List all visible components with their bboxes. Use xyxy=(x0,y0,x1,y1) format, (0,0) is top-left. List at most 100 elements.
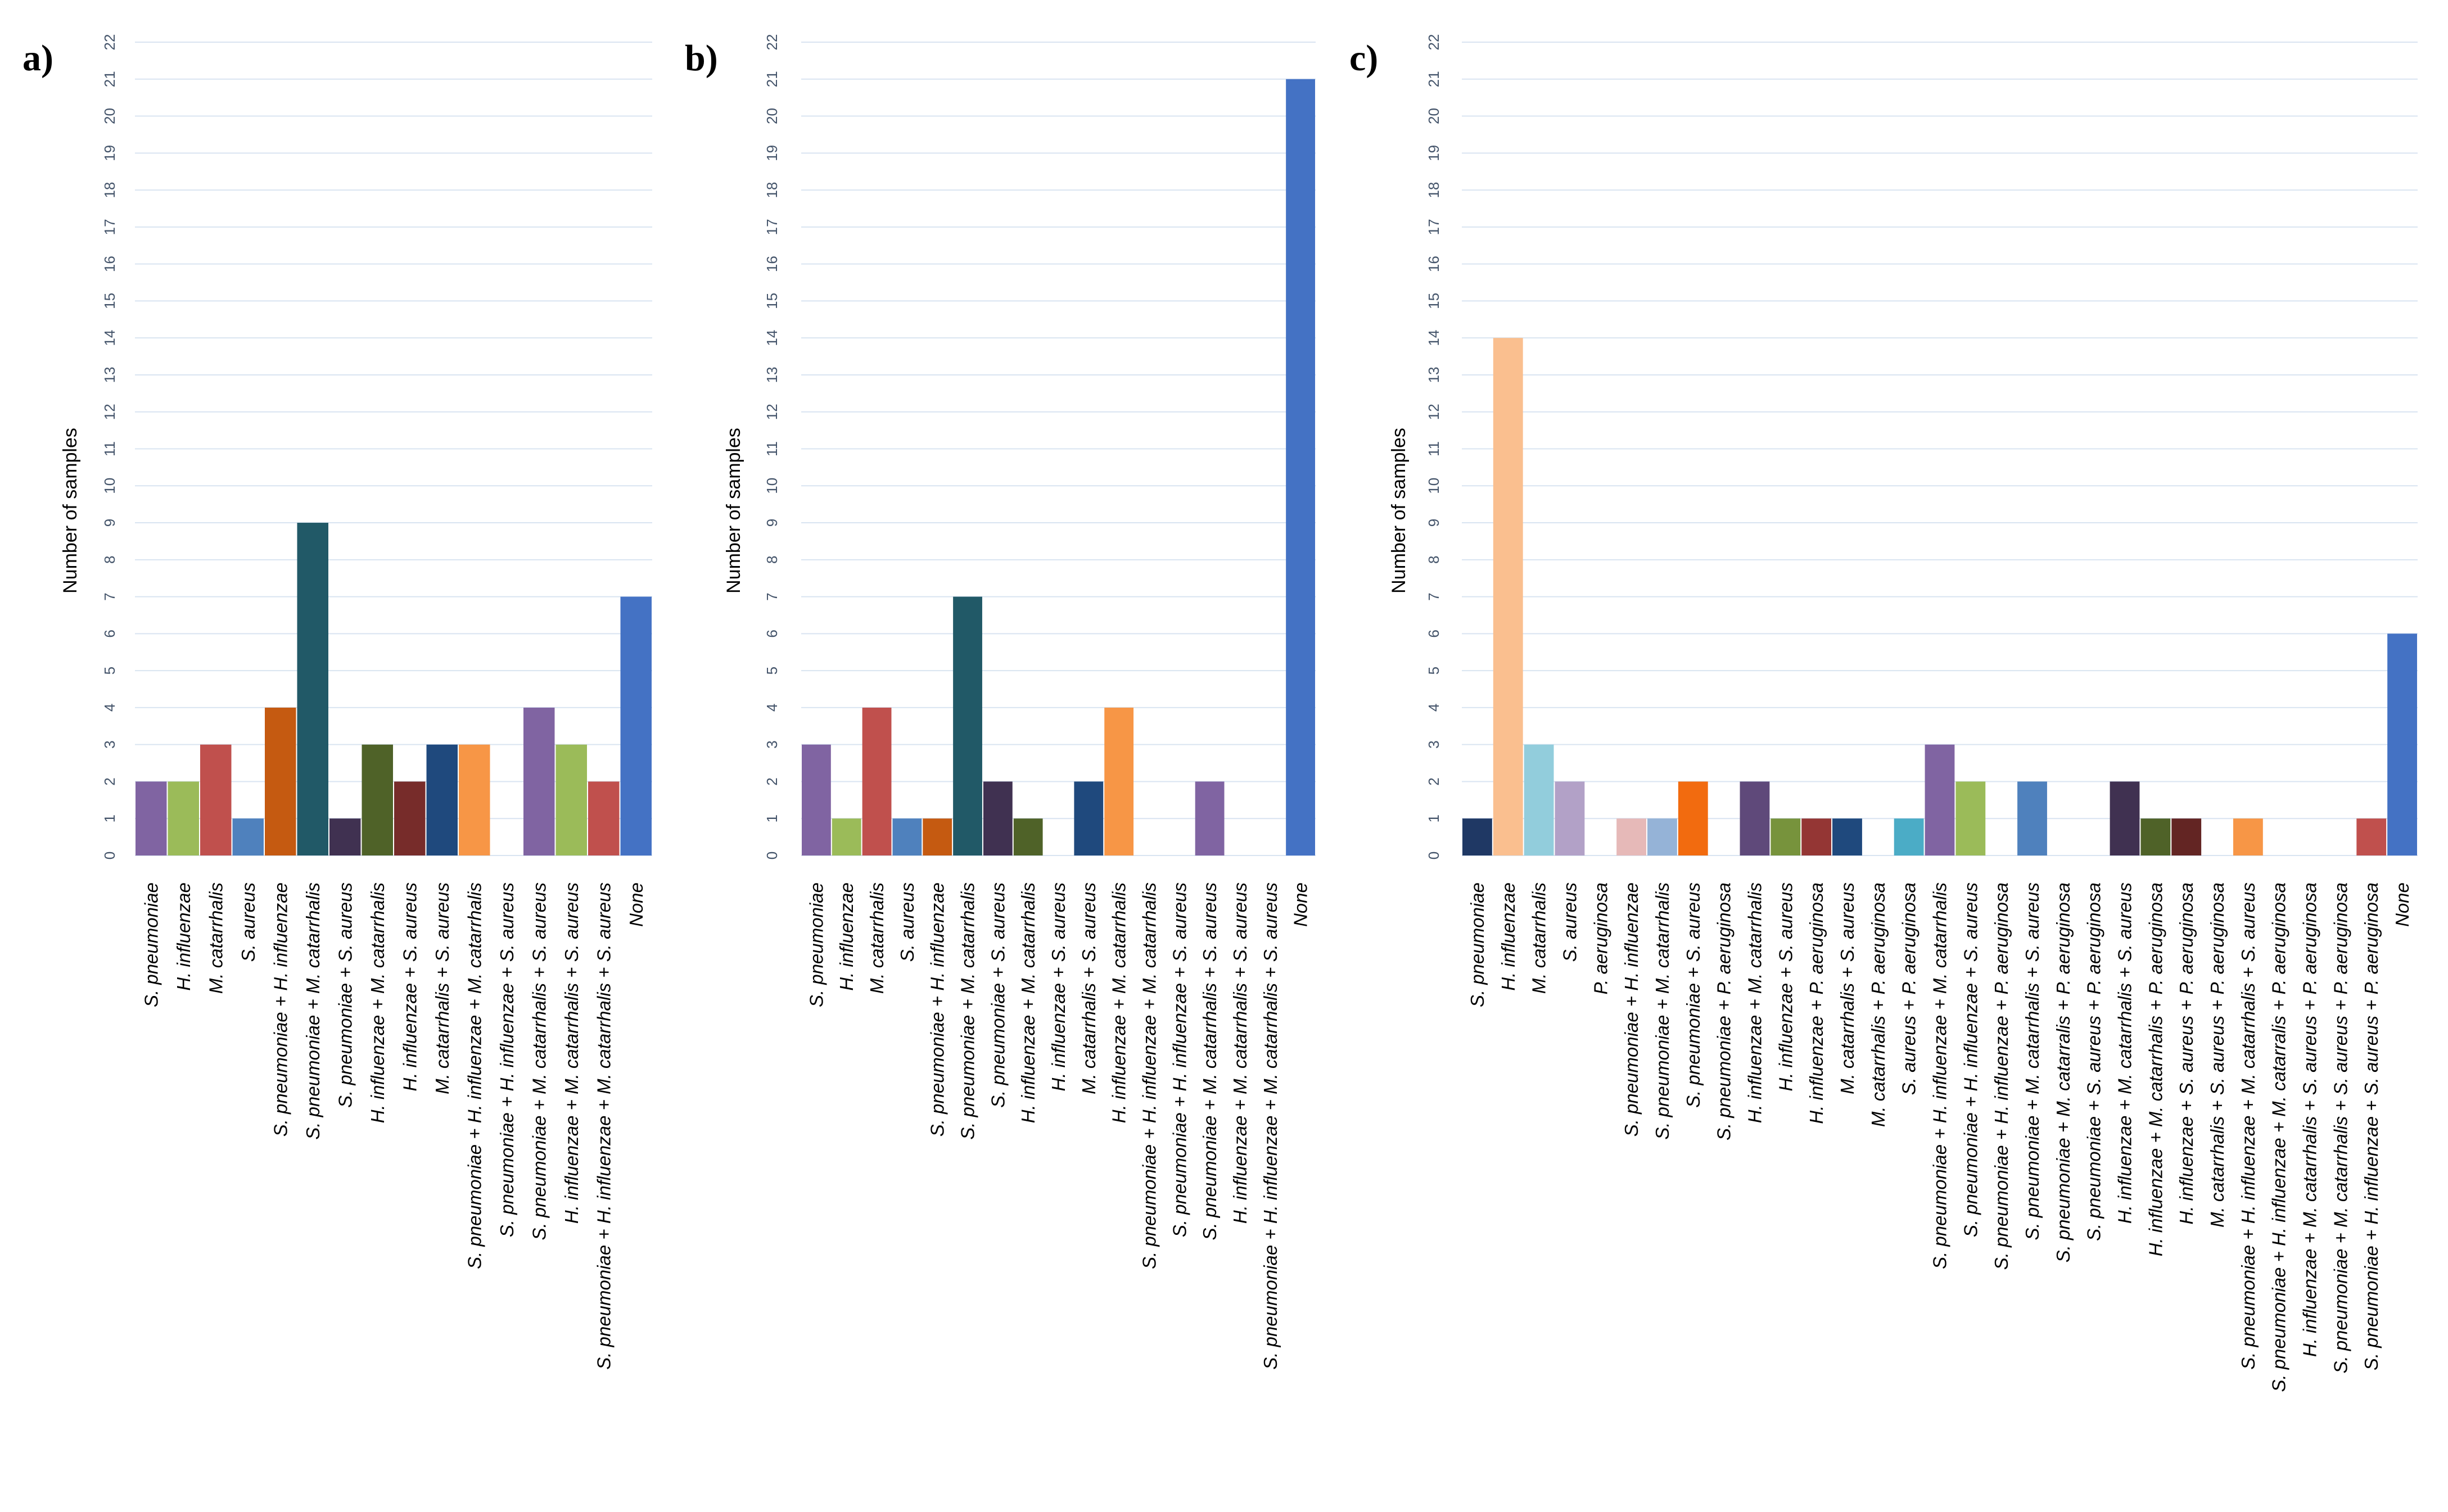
y-tick-label: 21 xyxy=(101,71,118,87)
bar xyxy=(892,818,922,855)
y-tick-label: 22 xyxy=(764,34,780,51)
bar xyxy=(523,707,555,855)
bar xyxy=(983,781,1013,855)
bar xyxy=(1832,818,1862,855)
bar xyxy=(2017,781,2047,855)
x-tick-label: S. pneumoniae + S. aureus + P. aeruginos… xyxy=(2084,882,2104,1241)
x-tick-label: H. influenzae xyxy=(836,882,857,991)
y-tick-label: 5 xyxy=(101,667,118,674)
y-tick-label: 2 xyxy=(1425,777,1442,785)
y-tick-label: 0 xyxy=(101,852,118,859)
bar xyxy=(297,523,328,855)
bar xyxy=(1955,781,1986,855)
bar xyxy=(136,781,167,855)
x-tick-label: S. pneumoniae + H. influenzae xyxy=(270,882,291,1137)
bar xyxy=(426,744,458,855)
x-tick-label: S. pneumoniae + P. aeruginosa xyxy=(1714,882,1735,1140)
y-tick-label: 5 xyxy=(764,667,780,674)
bar xyxy=(862,707,892,855)
y-tick-label: 4 xyxy=(1425,704,1442,712)
x-tick-label: S. pneumoniae + H. influenzae + M. catar… xyxy=(2269,882,2289,1392)
bar xyxy=(832,818,861,855)
y-tick-label: 8 xyxy=(764,556,780,564)
x-tick-label: P. aeruginosa xyxy=(1590,882,1611,994)
x-tick-label: S. pneumoniae + H. influenzae + S. aureu… xyxy=(1960,882,1981,1237)
y-tick-label: 14 xyxy=(764,330,780,346)
y-tick-label: 13 xyxy=(764,366,780,383)
x-tick-label: S. pneumoniae + M. catarrhalis + S. aure… xyxy=(2022,882,2043,1241)
y-tick-label: 6 xyxy=(1425,630,1442,637)
bar xyxy=(1801,818,1832,855)
y-tick-label: 1 xyxy=(1425,814,1442,822)
x-tick-label: H. influenzae + S. aureus xyxy=(1775,882,1796,1091)
y-tick-label: 20 xyxy=(101,108,118,124)
x-tick-label: S. pneumoniae + H. influenzae + M. catar… xyxy=(1260,882,1281,1370)
x-tick-label: H. influenzae + M. catarrhalis + S. aure… xyxy=(561,882,582,1224)
bar xyxy=(588,781,620,855)
bar xyxy=(265,707,296,855)
bar xyxy=(953,596,982,855)
y-tick-label: 0 xyxy=(1425,852,1442,859)
bar xyxy=(329,818,361,855)
y-tick-label: 19 xyxy=(1425,145,1442,161)
bar xyxy=(1925,744,1955,855)
x-tick-label: S. pneumoniae + H. influenzae + S. aureu… xyxy=(496,882,517,1237)
bar xyxy=(1104,707,1134,855)
y-tick-label: 3 xyxy=(101,740,118,748)
y-tick-label: 15 xyxy=(101,293,118,309)
x-tick-label: S. pneumoniae + S. aureus xyxy=(335,882,355,1108)
chart-panel-2: b)012345678910111213141516171819202122Nu… xyxy=(685,34,1316,1370)
x-tick-label: S. pneumoniae + M. catarrhalis + S. aure… xyxy=(529,882,549,1241)
y-tick-label: 3 xyxy=(764,740,780,748)
bar xyxy=(1074,781,1104,855)
bar xyxy=(923,818,952,855)
x-tick-label: S. pneumoniae + S. aureus xyxy=(987,882,1008,1108)
panel-label: a) xyxy=(22,38,53,79)
bar xyxy=(1740,781,1770,855)
x-tick-label: S. pneumoniae xyxy=(141,882,161,1007)
x-tick-label: H. influenzae + M. catarrhalis + S. aure… xyxy=(2115,882,2135,1224)
y-tick-label: 13 xyxy=(1425,366,1442,383)
x-tick-label: S. pneumoniae + M. catarrhalis + S. aure… xyxy=(2330,882,2351,1374)
x-tick-label: H. influenzae + M. catarrhalis xyxy=(367,882,388,1123)
y-axis-title: Number of samples xyxy=(1388,428,1410,594)
bar xyxy=(1013,818,1043,855)
y-tick-label: 15 xyxy=(1425,293,1442,309)
y-tick-label: 7 xyxy=(764,592,780,600)
x-tick-label: H. influenzae + S. aureus xyxy=(1048,882,1069,1091)
y-tick-label: 7 xyxy=(1425,592,1442,600)
x-tick-label: S. pneumoniae + H. influenzae + M. catar… xyxy=(1139,882,1159,1269)
bar xyxy=(1462,818,1492,855)
x-tick-label: S. aureus + P. aeruginosa xyxy=(1899,882,1919,1095)
x-tick-label: None xyxy=(2392,882,2413,927)
bar xyxy=(1493,338,1523,855)
x-tick-label: H. influenzae + M. catarrhalis xyxy=(1744,882,1765,1123)
y-tick-label: 16 xyxy=(764,256,780,272)
y-tick-label: 17 xyxy=(101,219,118,235)
x-tick-label: H. influenzae xyxy=(1498,882,1519,991)
y-tick-label: 17 xyxy=(764,219,780,235)
bar xyxy=(1894,818,1924,855)
y-tick-label: 15 xyxy=(764,293,780,309)
x-tick-label: M. catarrhalis + S. aureus xyxy=(1078,882,1099,1094)
y-tick-label: 2 xyxy=(764,777,780,785)
bar xyxy=(232,818,264,855)
y-tick-label: 5 xyxy=(1425,667,1442,674)
bar xyxy=(1647,818,1677,855)
y-tick-label: 17 xyxy=(1425,219,1442,235)
x-tick-label: S. pneumoniae + H. influenzae + M. catar… xyxy=(2238,882,2259,1370)
x-tick-label: S. pneumoniae + M. catarrhalis xyxy=(1652,882,1673,1140)
x-tick-label: M. catarrhalis + S. aureus xyxy=(432,882,453,1094)
y-tick-label: 10 xyxy=(764,478,780,494)
x-tick-label: S. pneumoniae + H. influenzae + M. catar… xyxy=(1930,882,1950,1269)
x-tick-label: H. influenzae + M. catarrhalis + S. aure… xyxy=(1230,882,1250,1224)
bar xyxy=(200,744,232,855)
bar xyxy=(2387,633,2417,855)
x-tick-label: S. pneumoniae + M. catarrhalis xyxy=(302,882,323,1140)
y-tick-label: 16 xyxy=(101,256,118,272)
bar xyxy=(2233,818,2263,855)
y-tick-label: 13 xyxy=(101,366,118,383)
bar xyxy=(2110,781,2140,855)
x-tick-label: H. influenzae + M. catarrhalis xyxy=(1018,882,1038,1123)
x-tick-label: S. pneumoniae + H. influenzae xyxy=(1621,882,1642,1137)
